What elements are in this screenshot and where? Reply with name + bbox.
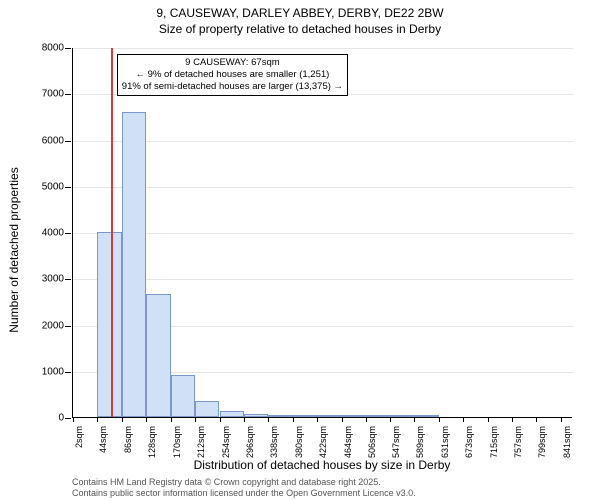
histogram-bar [390, 415, 414, 417]
x-tick [122, 417, 123, 422]
x-tick [463, 417, 464, 422]
histogram-bar [414, 415, 438, 417]
gridline [73, 233, 573, 234]
x-tick [439, 417, 440, 422]
gridline [73, 48, 573, 49]
y-tick [65, 326, 71, 327]
y-tick [65, 372, 71, 373]
reference-line [111, 48, 113, 417]
y-tick [65, 141, 71, 142]
histogram-bar [122, 112, 146, 417]
x-tick [414, 417, 415, 422]
histogram-bar [342, 415, 366, 417]
annotation-box: 9 CAUSEWAY: 67sqm← 9% of detached houses… [117, 54, 348, 96]
histogram-bar [317, 415, 341, 417]
y-tick-label: 5000 [42, 181, 64, 192]
y-tick [65, 187, 71, 188]
x-tick [244, 417, 245, 422]
x-tick [146, 417, 147, 422]
gridline [73, 141, 573, 142]
x-tick [268, 417, 269, 422]
x-tick [512, 417, 513, 422]
y-tick [65, 233, 71, 234]
footer-line1: Contains HM Land Registry data © Crown c… [72, 477, 416, 487]
footer-attribution: Contains HM Land Registry data © Crown c… [72, 477, 416, 498]
histogram-bar [97, 232, 121, 417]
x-tick [390, 417, 391, 422]
y-tick-label: 3000 [42, 274, 64, 285]
x-tick [195, 417, 196, 422]
x-axis-label: Distribution of detached houses by size … [72, 458, 572, 472]
plot-region: 0100020003000400050006000700080009 CAUSE… [72, 48, 572, 418]
title-line2: Size of property relative to detached ho… [0, 22, 600, 38]
y-axis-label: Number of detached properties [7, 167, 21, 332]
chart-area: 0100020003000400050006000700080009 CAUSE… [72, 48, 572, 418]
footer-line2: Contains public sector information licen… [72, 488, 416, 498]
histogram-bar [244, 414, 268, 417]
y-tick [65, 279, 71, 280]
y-tick-label: 4000 [42, 228, 64, 239]
y-tick-label: 6000 [42, 135, 64, 146]
histogram-bar [293, 415, 317, 417]
x-tick [317, 417, 318, 422]
y-tick-label: 2000 [42, 320, 64, 331]
x-tick [220, 417, 221, 422]
annotation-line2: ← 9% of detached houses are smaller (1,2… [122, 69, 343, 81]
x-tick [171, 417, 172, 422]
x-tick [293, 417, 294, 422]
x-tick [536, 417, 537, 422]
histogram-bar [146, 294, 170, 417]
gridline [73, 187, 573, 188]
x-tick [342, 417, 343, 422]
title-line1: 9, CAUSEWAY, DARLEY ABBEY, DERBY, DE22 2… [0, 6, 600, 22]
y-tick [65, 94, 71, 95]
histogram-bar [220, 411, 244, 417]
gridline [73, 279, 573, 280]
histogram-bar [268, 415, 292, 417]
annotation-line3: 91% of semi-detached houses are larger (… [122, 81, 343, 93]
histogram-bar [366, 415, 390, 417]
x-tick [97, 417, 98, 422]
y-tick-label: 7000 [42, 89, 64, 100]
x-tick [366, 417, 367, 422]
histogram-bar [195, 401, 219, 417]
y-tick-label: 0 [58, 413, 64, 424]
histogram-bar [171, 375, 195, 417]
y-tick-label: 8000 [42, 43, 64, 54]
annotation-line1: 9 CAUSEWAY: 67sqm [122, 57, 343, 69]
x-tick [73, 417, 74, 422]
x-tick [561, 417, 562, 422]
y-tick [65, 418, 71, 419]
x-tick [488, 417, 489, 422]
chart-title: 9, CAUSEWAY, DARLEY ABBEY, DERBY, DE22 2… [0, 0, 600, 37]
y-tick [65, 48, 71, 49]
y-tick-label: 1000 [42, 366, 64, 377]
